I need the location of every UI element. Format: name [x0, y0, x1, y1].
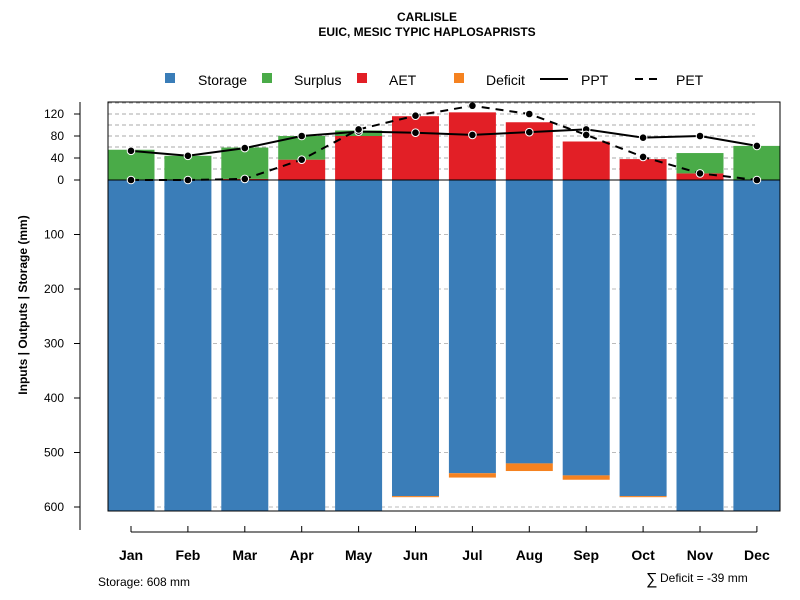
y-tick-label: 300: [44, 337, 64, 351]
ppt-point: [411, 128, 420, 137]
x-tick-label: Oct: [631, 547, 655, 563]
pet-line: [131, 104, 758, 181]
ppt-point: [468, 130, 477, 140]
pet-point: [354, 125, 363, 134]
storage-bar: [505, 180, 553, 464]
ppt-point: [752, 141, 762, 151]
storage-footnote: Storage: 608 mm: [98, 575, 190, 589]
ppt-point: [695, 131, 705, 141]
storage-bar: [562, 180, 610, 476]
pet-point: [240, 174, 250, 184]
y-axis-label: Inputs | Outputs | Storage (mm): [16, 215, 30, 394]
pet-point: [525, 109, 534, 119]
pet-point: [638, 152, 648, 162]
storage-bar: [392, 180, 439, 497]
legend-deficit-swatch: [454, 73, 464, 83]
legend-storage-label: Storage: [198, 72, 247, 88]
x-tick-label: Feb: [175, 547, 200, 563]
storage-bar: [221, 180, 269, 512]
pet-point: [126, 175, 136, 185]
legend-storage-swatch: [165, 73, 175, 83]
y-tick-label: 40: [51, 151, 65, 165]
pet-point: [581, 130, 591, 140]
storage-bar: [107, 180, 155, 512]
legend: Storage Surplus AET Deficit PPT PET: [165, 72, 704, 88]
legend-deficit-label: Deficit: [486, 72, 525, 88]
x-tick-label: Sep: [573, 547, 599, 563]
storage-bar: [619, 180, 667, 497]
ppt-point: [183, 151, 193, 161]
y-tick-label: 0: [57, 173, 64, 187]
deficit-footnote: Deficit = -39 mm: [660, 571, 748, 585]
x-tick-label: Aug: [516, 547, 543, 563]
deficit-bar: [448, 473, 496, 478]
aet-bar: [448, 112, 496, 180]
legend-aet-swatch: [357, 73, 367, 83]
pet-point: [695, 169, 705, 178]
ppt-point: [297, 131, 307, 141]
bars: [107, 112, 781, 512]
surplus-bar: [676, 153, 724, 174]
ppt-point: [525, 127, 534, 137]
storage-bar: [164, 180, 212, 512]
x-tick-label: Jul: [462, 547, 482, 563]
x-tick-label: Apr: [290, 547, 315, 563]
y-tick-label: 500: [44, 446, 64, 460]
deficit-bar: [392, 496, 439, 498]
y-tick-label: 400: [44, 391, 64, 405]
deficit-bar: [562, 475, 610, 480]
ppt-point: [240, 143, 250, 153]
surplus-bar: [733, 145, 781, 180]
x-tick-label: Mar: [232, 547, 257, 563]
storage-bar: [733, 180, 781, 512]
lines: [126, 101, 762, 185]
y-tick-label: 120: [44, 107, 64, 121]
axes: 0 40 80 120 100 200 300 400 500 600 Jan Feb Mar Apr Ma…: [44, 102, 770, 563]
y-tick-label: 200: [44, 282, 64, 296]
pet-point: [297, 155, 307, 164]
x-tick-label: Jan: [119, 547, 143, 563]
x-tick-label: May: [345, 547, 372, 563]
sum-symbol: ∑: [646, 571, 657, 588]
aet-bar: [562, 141, 610, 180]
storage-bar: [448, 180, 496, 474]
aet-bar: [278, 159, 326, 180]
y-tick-label: 100: [44, 228, 64, 242]
aet-bar: [335, 136, 383, 180]
ppt-point: [638, 133, 648, 142]
y-tick-label: 80: [51, 129, 65, 143]
x-tick-label: Dec: [744, 547, 770, 563]
legend-surplus-swatch: [262, 73, 272, 83]
y-tick-label: 600: [44, 500, 64, 514]
chart-title: CARLISLE: [397, 10, 457, 24]
legend-surplus-label: Surplus: [294, 72, 341, 88]
legend-ppt-label: PPT: [581, 72, 609, 88]
legend-pet-label: PET: [676, 72, 704, 88]
pet-point: [183, 175, 193, 185]
storage-bar: [278, 180, 326, 512]
x-tick-label: Jun: [403, 547, 428, 563]
deficit-bar: [619, 496, 667, 498]
pet-point: [411, 111, 420, 120]
deficit-bar: [505, 463, 553, 472]
x-tick-label: Nov: [687, 547, 714, 563]
legend-aet-label: AET: [389, 72, 417, 88]
ppt-point: [126, 146, 136, 156]
storage-bar: [676, 180, 724, 512]
pet-point: [752, 175, 762, 185]
aet-bar: [392, 116, 439, 180]
aet-bar: [619, 159, 667, 180]
chart-subtitle: EUIC, MESIC TYPIC HAPLOSAPRISTS: [318, 25, 535, 39]
pet-point: [468, 101, 477, 111]
plot-border: [107, 101, 781, 512]
storage-bar: [335, 180, 383, 512]
ppt-line: [130, 128, 758, 157]
